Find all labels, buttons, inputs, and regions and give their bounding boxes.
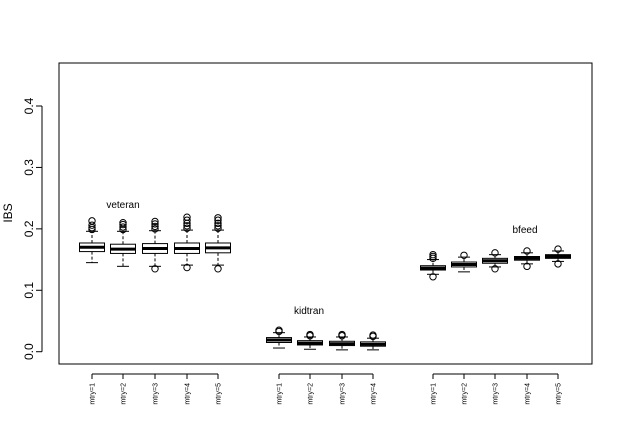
outlier-point [275,326,283,334]
outlier-point [151,220,159,228]
outlier-point [460,251,468,259]
outlier-point [214,265,222,273]
outlier-point [554,245,562,253]
outlier-point [214,219,222,228]
group-label: bfeed [512,225,537,236]
box [329,330,355,351]
box [451,251,477,273]
outlier-point [183,224,191,232]
outlier-point [338,330,346,339]
x-tick-label: mtry=5 [556,383,563,405]
box [514,247,540,271]
outlier-point [429,250,437,259]
box [266,326,292,349]
box [297,330,323,350]
x-tick-label: mtry=3 [493,383,500,405]
y-axis: 0.0 0.1 0.2 0.3 0.4 [22,97,43,360]
box [360,331,386,351]
outlier-point [151,222,159,231]
outlier-point [119,219,127,227]
x-tick-label: mtry=1 [277,383,284,405]
box [174,213,200,272]
outlier-point [214,216,222,224]
x-tick-label: mtry=4 [185,383,192,405]
y-tick-label: 0.0 [22,343,36,360]
outlier-point [491,265,499,273]
outlier-point [214,214,222,222]
x-tick-label: mtry=2 [121,383,128,405]
outlier-point [523,262,531,271]
box [482,249,508,273]
box [110,219,136,267]
y-axis-title: IBS [1,203,15,222]
outlier-point [214,222,222,230]
outlier-point [183,222,191,230]
x-tick-label: mtry=1 [431,383,438,405]
x-tick-label: mtry=4 [371,383,378,405]
x-tick-label: mtry=2 [462,383,469,405]
outlier-point [429,273,437,281]
outlier-point [554,260,562,268]
group-label: veteran [106,200,139,211]
x-tick-label: mtry=3 [340,383,347,405]
outlier-point [119,223,127,231]
y-tick-label: 0.4 [22,97,36,114]
outlier-point [151,265,159,273]
outlier-point [523,247,531,255]
box-series [79,213,571,351]
y-tick-label: 0.1 [22,282,36,299]
x-tick-label: mtry=4 [525,383,532,405]
y-tick-label: 0.3 [22,159,36,176]
outlier-point [88,217,96,225]
y-tick-label: 0.2 [22,220,36,237]
box [545,245,571,268]
plot-area [58,62,593,365]
outlier-point [306,330,314,339]
outlier-point [183,213,191,221]
box [420,250,446,281]
box [142,217,168,273]
box [205,214,231,273]
outlier-point [151,225,159,233]
x-axis: mtry=1 mtry=2 mtry=3 mtry=4 mtry=5 mtry=1 mtry… [90,373,563,405]
outlier-point [214,224,222,232]
outlier-point [491,249,499,257]
group-label: kidtran [294,306,324,317]
outlier-point [369,331,377,339]
group-labels: veteran kidtran bfeed [106,200,537,317]
x-tick-label: mtry=1 [90,383,97,405]
outlier-point [183,263,191,272]
outlier-point [151,217,159,226]
x-tick-label: mtry=5 [216,383,223,405]
outlier-point [88,221,96,229]
x-tick-label: mtry=3 [153,383,160,405]
box [79,217,105,264]
outlier-point [183,216,191,224]
x-tick-label: mtry=2 [308,383,315,405]
